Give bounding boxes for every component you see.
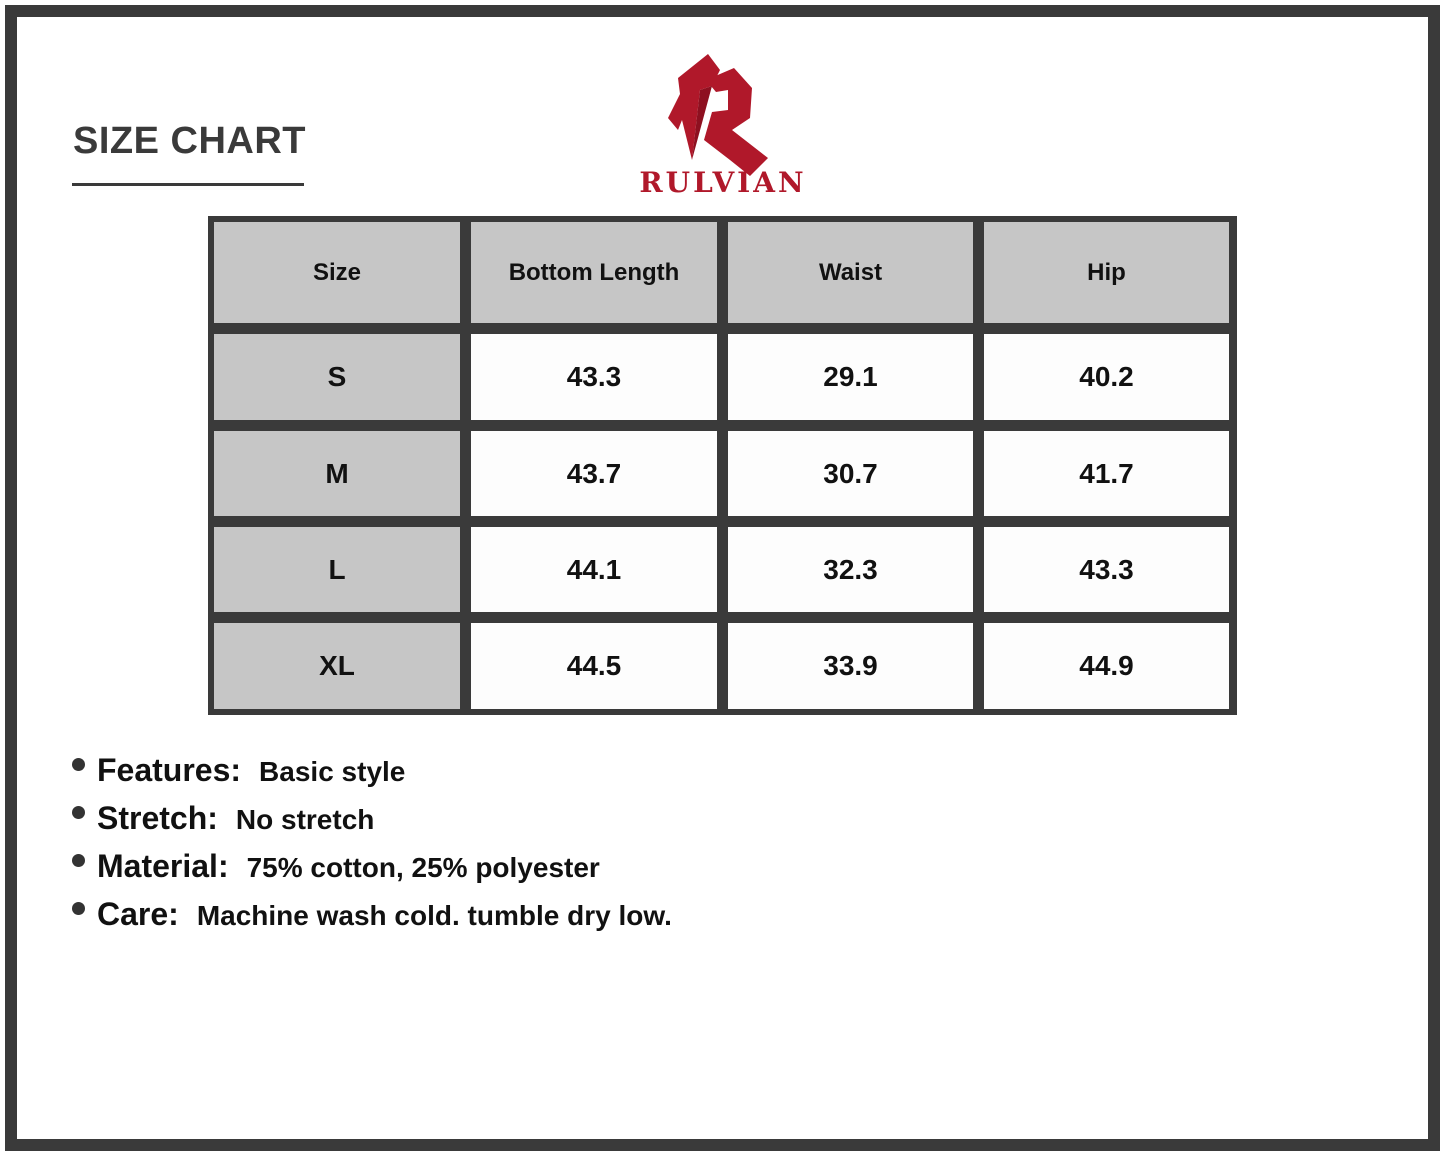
page-title: SIZE CHART: [73, 120, 306, 162]
table-cell: 43.3: [471, 334, 717, 420]
feature-value: No stretch: [235, 804, 375, 835]
feature-value: Machine wash cold. tumble dry low.: [196, 900, 672, 931]
size-label-cell: L: [214, 527, 460, 612]
table-cell: 44.9: [984, 623, 1229, 709]
size-label-cell: XL: [214, 623, 460, 709]
size-label-cell: S: [214, 334, 460, 420]
column-header: Hip: [984, 222, 1229, 323]
feature-item: Material: 75% cotton, 25% polyester: [72, 848, 672, 896]
table-cell: 44.5: [471, 623, 717, 709]
rulvian-r-logo-icon: [668, 54, 768, 176]
feature-value: 75% cotton, 25% polyester: [246, 852, 600, 883]
bullet-icon: [72, 758, 85, 771]
table-cell: 30.7: [728, 431, 973, 516]
column-header: Waist: [728, 222, 973, 323]
table-cell: 32.3: [728, 527, 973, 612]
column-header: Size: [214, 222, 460, 323]
feature-value: Basic style: [259, 756, 406, 787]
feature-key: Features:: [97, 752, 242, 788]
brand-name: RULVIAN: [639, 166, 807, 199]
feature-item: Stretch: No stretch: [72, 800, 672, 848]
feature-list: Features: Basic style Stretch: No stretch Ma…: [72, 752, 672, 944]
column-header: Bottom Length: [471, 222, 717, 323]
bullet-icon: [72, 902, 85, 915]
bullet-icon: [72, 806, 85, 819]
feature-item: Care: Machine wash cold. tumble dry low.: [72, 896, 672, 944]
table-cell: 41.7: [984, 431, 1229, 516]
size-label-cell: M: [214, 431, 460, 516]
table-cell: 44.1: [471, 527, 717, 612]
bullet-icon: [72, 854, 85, 867]
feature-item: Features: Basic style: [72, 752, 672, 800]
size-table: Size Bottom Length Waist Hip S 43.3 29.1 40.2 M 4…: [208, 216, 1237, 715]
table-cell: 33.9: [728, 623, 973, 709]
table-cell: 29.1: [728, 334, 973, 420]
feature-key: Material:: [97, 848, 229, 884]
feature-key: Care:: [97, 896, 179, 932]
table-cell: 40.2: [984, 334, 1229, 420]
feature-key: Stretch:: [97, 800, 218, 836]
table-cell: 43.3: [984, 527, 1229, 612]
table-cell: 43.7: [471, 431, 717, 516]
title-underline: [72, 183, 304, 186]
